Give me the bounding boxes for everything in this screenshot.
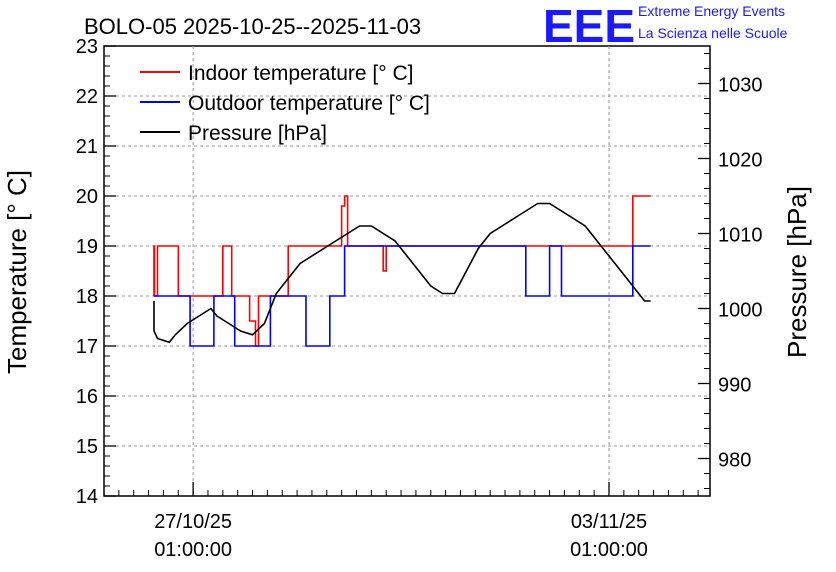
right-tick-label: 1030 — [718, 75, 763, 97]
x-axis-ticks: 27/10/25 01:00:00 03/11/25 01:00:00 — [103, 482, 699, 561]
x-tick-label-date: 03/11/25 — [571, 511, 647, 533]
y-axis-label-left: Temperature [° C] — [2, 170, 32, 374]
logo-letters: EEE — [543, 0, 635, 52]
left-tick-label: 16 — [76, 386, 98, 408]
left-tick-label: 19 — [76, 236, 98, 258]
y-axis-label-right: Pressure [hPa] — [782, 186, 812, 358]
logo-line-2: La Scienza nelle Scuole — [638, 25, 788, 41]
legend-label-0: Indoor temperature [° C] — [188, 62, 414, 85]
series-line-1 — [154, 245, 651, 347]
series-line-2 — [153, 202, 651, 344]
chart-title: BOLO-05 2025-10-25--2025-11-03 — [84, 14, 421, 39]
left-tick-label: 20 — [76, 186, 98, 208]
legend: Indoor temperature [° C] Outdoor temperat… — [140, 62, 430, 145]
left-tick-label: 23 — [76, 36, 98, 58]
left-tick-label: 17 — [76, 336, 98, 358]
right-axis-ticks: 980 990 1000 1010 1020 1030 — [698, 53, 763, 489]
right-tick-label: 1010 — [718, 225, 763, 247]
x-tick-label-time: 01:00:00 — [570, 539, 648, 561]
left-tick-label: 14 — [76, 486, 98, 508]
left-tick-label: 22 — [76, 86, 98, 108]
x-tick-label-date: 27/10/25 — [154, 511, 232, 533]
right-tick-label: 990 — [718, 375, 751, 397]
series-line-0 — [153, 195, 651, 347]
logo-line-1: Extreme Energy Events — [638, 3, 785, 19]
left-tick-label: 21 — [76, 136, 98, 158]
left-axis-ticks: 14 15 16 17 18 19 20 21 22 23 — [76, 36, 116, 508]
left-tick-label: 15 — [76, 436, 98, 458]
right-tick-label: 1020 — [718, 150, 763, 172]
legend-label-1: Outdoor temperature [° C] — [188, 92, 430, 115]
x-tick-label-time: 01:00:00 — [154, 539, 232, 561]
plot-frame — [103, 45, 711, 497]
right-tick-label: 1000 — [718, 300, 763, 322]
series-layer — [153, 195, 651, 347]
right-tick-label: 980 — [718, 450, 751, 472]
left-tick-label: 18 — [76, 286, 98, 308]
legend-label-2: Pressure [hPa] — [188, 122, 327, 145]
eee-logo: EEE Extreme Energy Events La Scienza nel… — [543, 0, 788, 52]
